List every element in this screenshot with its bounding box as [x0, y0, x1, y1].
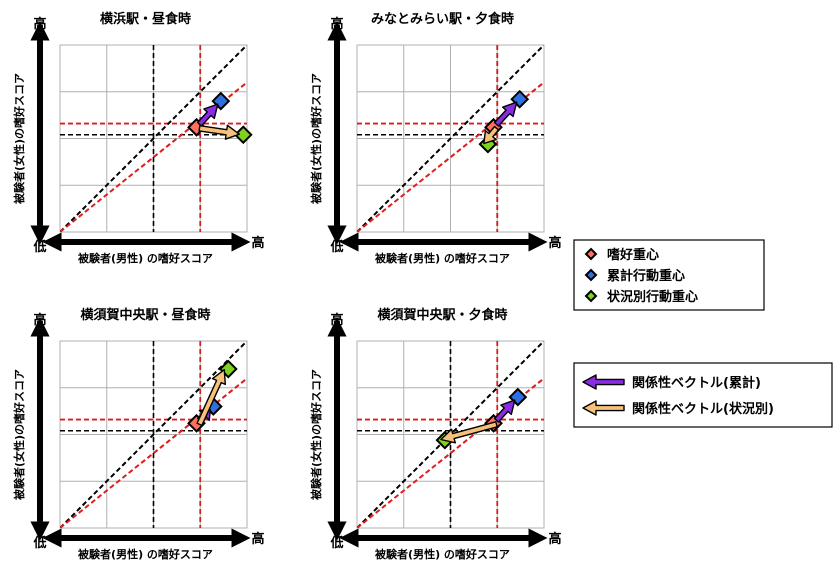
- legend-marker-icon: [584, 289, 598, 303]
- legend-vector-label: 関係性ベクトル(累計): [632, 375, 761, 391]
- vector-legend: 関係性ベクトル(累計) 関係性ベクトル(状況別): [573, 362, 833, 428]
- panel-title: みなとみらい駅・夕食時: [371, 11, 514, 27]
- axis-low-label: 低: [32, 535, 46, 551]
- vector-situational-arrow: [196, 369, 227, 427]
- plot-lines: [60, 45, 247, 232]
- axis-low-label: 低: [329, 239, 343, 255]
- x-axis-high-label: 高: [548, 531, 561, 547]
- vector-cumulative-arrow: [196, 103, 219, 127]
- y-axis-title: 被験者(女性)の嗜好スコア: [309, 73, 323, 204]
- axis-low-label: 低: [32, 239, 46, 255]
- legend-marker-label: 累計行動重心: [607, 268, 685, 284]
- marker-legend-box: [573, 239, 765, 311]
- vector-legend-box: [573, 362, 833, 428]
- y-axis-high-label: 高: [33, 312, 46, 328]
- panel-title: 横須賀中央駅・昼食時: [80, 307, 210, 323]
- y-axis-high-label: 高: [330, 16, 343, 32]
- diagonal-black-line: [60, 341, 247, 528]
- x-axis-title: 被験者(男性) の嗜好スコア: [375, 547, 510, 561]
- plot-lines: [357, 45, 544, 232]
- x-axis-high-label: 高: [548, 235, 561, 251]
- vector-cumulative-arrow: [493, 101, 518, 127]
- legend-marker-icon: [584, 247, 598, 261]
- legend-marker-label: 状況別行動重心: [607, 289, 698, 305]
- x-axis-high-label: 高: [251, 235, 264, 251]
- legend-vector-icon: [582, 374, 625, 390]
- legend-vector-label: 関係性ベクトル(状況別): [632, 401, 774, 417]
- x-axis-high-label: 高: [251, 531, 264, 547]
- vector-situational-arrow: [483, 125, 500, 145]
- panel-title: 横須賀中央駅・夕食時: [377, 307, 507, 323]
- vector-situational-arrow: [440, 421, 498, 444]
- y-axis-title: 被験者(女性)の嗜好スコア: [12, 369, 26, 500]
- legend-vector-icon: [582, 400, 625, 416]
- diagonal-black-line: [357, 45, 544, 232]
- y-axis-high-label: 高: [330, 312, 343, 328]
- x-axis-title: 被験者(男性) の嗜好スコア: [375, 251, 510, 265]
- y-axis-title: 被験者(女性)の嗜好スコア: [309, 369, 323, 500]
- axis-low-label: 低: [329, 535, 343, 551]
- legend-marker-label: 嗜好重心: [607, 247, 659, 263]
- y-axis-high-label: 高: [33, 16, 46, 32]
- panel-title: 横浜駅・昼食時: [100, 11, 191, 27]
- legend-marker-icon: [584, 268, 598, 282]
- x-axis-title: 被験者(男性) の嗜好スコア: [78, 251, 213, 265]
- vector-cumulative-arrow: [493, 399, 516, 423]
- situational-marker: [233, 125, 253, 145]
- plot-lines: [60, 341, 247, 528]
- x-axis-title: 被験者(男性) の嗜好スコア: [78, 547, 213, 561]
- y-axis-title: 被験者(女性)の嗜好スコア: [12, 73, 26, 204]
- diagonal-black-line: [60, 45, 247, 232]
- vector-situational-arrow: [198, 124, 241, 140]
